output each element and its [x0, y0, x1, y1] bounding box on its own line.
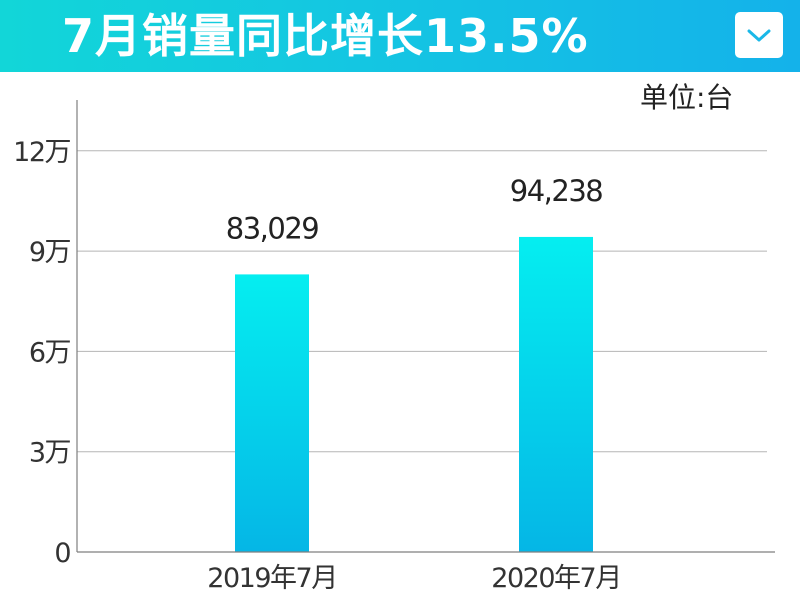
labels: 0 3万 6万 9万 12万 83,029 2019年7月 94,238 2020年7月 [13, 137, 622, 594]
y-tick-label: 6万 [29, 337, 71, 368]
y-tick-label: 3万 [29, 438, 71, 469]
y-tick-label: 0 [54, 538, 70, 569]
bar [519, 236, 593, 552]
header-banner: 7月销量同比增长13.5% [0, 0, 800, 72]
gridlines [77, 150, 767, 453]
unit-label: 单位:台 [640, 81, 734, 114]
bar [235, 274, 309, 552]
x-tick-label: 2020年7月 [491, 563, 620, 594]
chevron-down-icon [747, 29, 771, 42]
bar-value-label: 94,238 [510, 174, 603, 208]
y-tick-label: 9万 [29, 237, 71, 268]
bars [235, 236, 593, 552]
axes [76, 100, 775, 553]
y-tick-label: 12万 [13, 137, 70, 168]
dropdown-toggle-button[interactable] [735, 12, 783, 58]
x-tick-label: 2019年7月 [207, 563, 336, 594]
bar-value-label: 83,029 [226, 211, 319, 245]
page-title: 7月销量同比增长13.5% [62, 9, 589, 63]
